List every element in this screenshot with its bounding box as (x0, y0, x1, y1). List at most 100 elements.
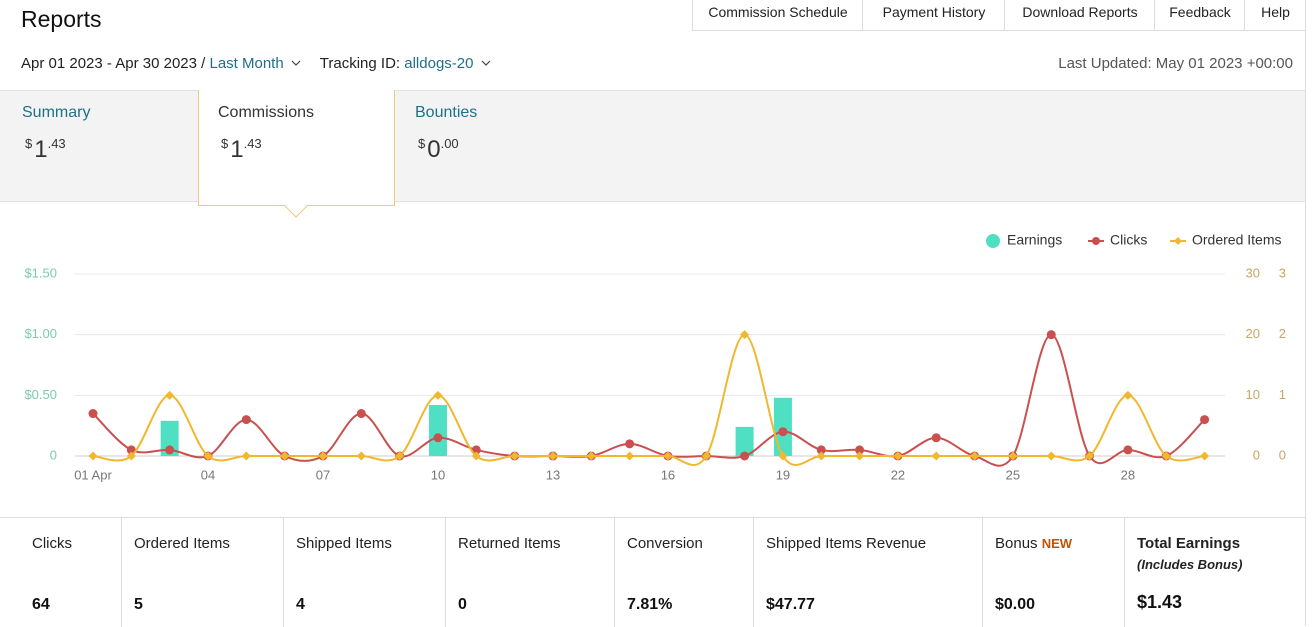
legend-swatch (986, 234, 1000, 248)
currency: $ (25, 136, 33, 151)
point-marker (816, 445, 826, 455)
nav-button[interactable]: Download Reports (1004, 0, 1156, 31)
stat-value: 64 (32, 596, 50, 613)
diamond-marker (625, 451, 635, 461)
tab[interactable]: Commissions (218, 104, 315, 121)
diamond-marker (1123, 390, 1133, 400)
y-tick-label: $1.50 (24, 265, 57, 280)
diamond-marker (778, 451, 788, 461)
chevron (291, 60, 301, 66)
x-tick-label: 13 (546, 467, 560, 482)
y3-tick-label: 2 (1279, 326, 1286, 341)
stat-cell: Returned Items 0 (445, 518, 614, 627)
diamond-marker (356, 451, 366, 461)
y-tick-label: 0 (50, 447, 57, 462)
point-marker (165, 445, 175, 455)
bar (773, 397, 792, 456)
point-marker (88, 409, 98, 419)
amount-whole: 1 (230, 136, 244, 163)
page-title: Reports (21, 6, 102, 32)
y3-tick-label: 1 (1279, 387, 1286, 402)
filter-row: Apr 01 2023 - Apr 30 2023 / Last Month T… (21, 55, 492, 72)
date-range: Apr 01 2023 - Apr 30 2023 / (21, 55, 206, 72)
point-marker (1200, 415, 1210, 425)
y-tick-label: $0.50 (24, 387, 57, 402)
stat-value: $47.77 (766, 596, 815, 613)
point-marker (1123, 445, 1133, 455)
point-marker (1046, 330, 1056, 340)
diamond-marker (586, 451, 596, 461)
stat-label-text: Total Earnings (1137, 535, 1241, 552)
point-marker (433, 433, 443, 443)
diamond-marker (931, 451, 941, 461)
legend-swatch (1174, 237, 1182, 245)
tab[interactable]: Bounties (415, 104, 478, 121)
y-tick-label: $1.00 (24, 326, 57, 341)
point-marker (778, 427, 788, 437)
x-tick-label: 22 (891, 467, 905, 482)
stat-cell: Shipped Items Revenue $47.77 (753, 518, 982, 627)
period-dropdown[interactable]: Last Month (209, 55, 284, 72)
y2-tick-label: 30 (1246, 265, 1260, 280)
tracking-dropdown[interactable]: alldogs-20 (404, 55, 474, 72)
line (92, 333, 1205, 466)
line (92, 333, 1206, 467)
x-tick-label: 16 (661, 467, 675, 482)
last-updated: Last Updated: May 01 2023 +00:00 (1058, 55, 1293, 72)
legend-swatch (1092, 237, 1100, 245)
tab[interactable]: Summary (22, 104, 91, 121)
stat-cell: Bonus NEW $0.00 (982, 518, 1124, 627)
nav-button[interactable]: Payment History (862, 0, 1006, 31)
diamond-marker (241, 451, 251, 461)
stat-label: Shipped Items Revenue (766, 535, 927, 552)
diamond-marker (510, 451, 520, 461)
amount-whole: 0 (427, 136, 441, 163)
diamond-marker (1046, 451, 1056, 461)
diamond-marker (280, 451, 290, 461)
amount-fraction: .43 (243, 136, 262, 151)
x-tick-label: 10 (431, 467, 445, 482)
diamond-marker (1161, 451, 1171, 461)
stat-value: $1.43 (1137, 592, 1183, 612)
stat-value: 5 (134, 596, 143, 613)
stat-cell: Ordered Items 5 (121, 518, 283, 627)
stat-value: 7.81% (627, 596, 673, 613)
point-marker (241, 415, 251, 425)
diamond-marker (816, 451, 826, 461)
nav-button[interactable]: Feedback (1154, 0, 1246, 31)
stat-value: $0.00 (995, 596, 1036, 613)
tab-amount: $1.43 (25, 136, 66, 164)
diamond-marker (855, 451, 865, 461)
diamond-marker (395, 451, 405, 461)
diamond-marker (165, 390, 175, 400)
y2-tick-label: 20 (1246, 326, 1260, 341)
stat-value: 4 (296, 596, 305, 613)
y3-tick-label: 3 (1279, 265, 1286, 280)
diamond-marker (1200, 451, 1210, 461)
stat-cell: Clicks 64 (20, 518, 120, 627)
diamond-marker (548, 451, 558, 461)
diamond-marker (88, 451, 98, 461)
x-tick-label: 25 (1006, 467, 1020, 482)
stat-label: Total Earnings (Includes Bonus) (1137, 535, 1242, 572)
stat-note: (Includes Bonus) (1137, 557, 1243, 572)
stat-label: Clicks (32, 535, 72, 552)
amount-fraction: .00 (440, 136, 459, 151)
page-edge (1305, 0, 1313, 626)
x-tick-label: 28 (1121, 467, 1135, 482)
nav-button[interactable]: Commission Schedule (692, 0, 864, 31)
stat-label-text: Bonus (995, 535, 1038, 552)
currency: $ (221, 136, 229, 151)
y2-tick-label: 10 (1246, 387, 1260, 402)
active-tab (198, 90, 395, 206)
point-marker (356, 409, 366, 419)
x-tick-label: 04 (201, 467, 215, 482)
diamond-marker (318, 451, 328, 461)
diamond-marker (970, 451, 980, 461)
nav-button[interactable]: Help (1244, 0, 1307, 31)
stat-cell: Shipped Items 4 (283, 518, 445, 627)
point-marker (855, 445, 865, 455)
tab-pointer (284, 204, 308, 218)
diamond-marker (663, 451, 673, 461)
